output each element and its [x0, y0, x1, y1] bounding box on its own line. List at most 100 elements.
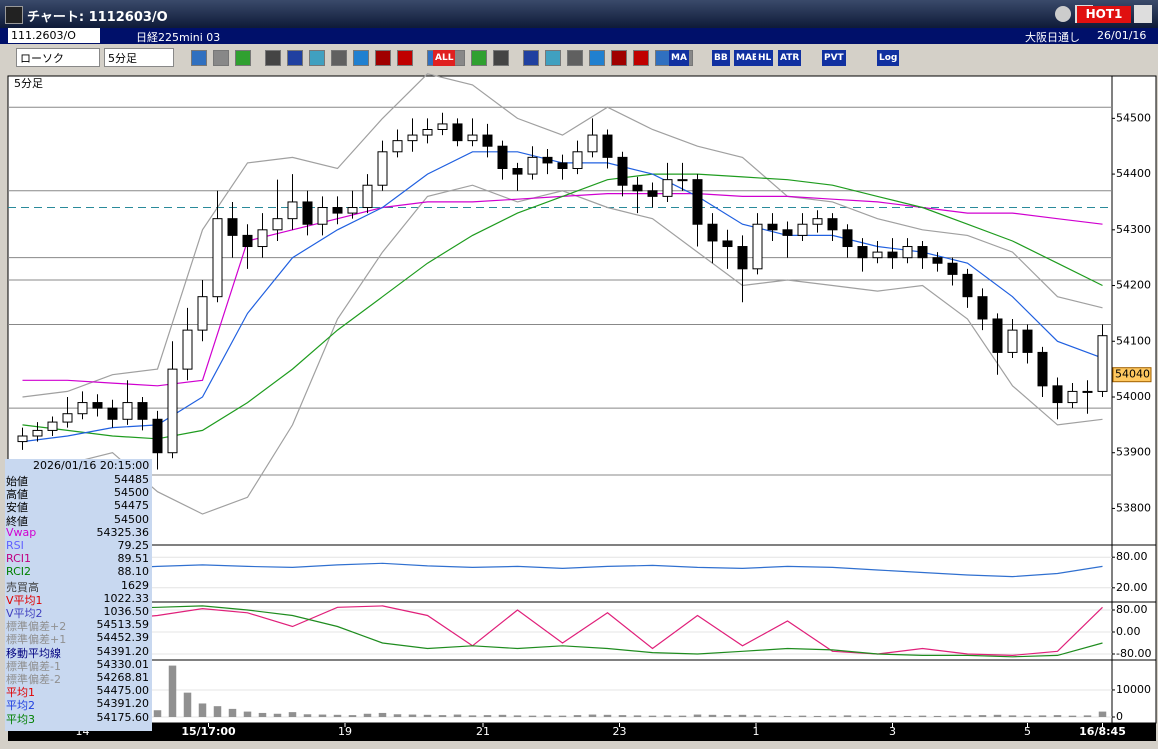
volume-bar: [288, 712, 297, 717]
volume-bar: [1098, 711, 1107, 717]
volume-bar: [1038, 715, 1047, 717]
toolbar-icon[interactable]: [545, 50, 561, 66]
toolbar-icon[interactable]: [471, 50, 487, 66]
info-value: 54268.81: [96, 671, 150, 684]
toolbar-icon[interactable]: [523, 50, 539, 66]
x-tick-label: 5: [1024, 725, 1031, 738]
toolbar-icon[interactable]: [589, 50, 605, 66]
toolbar-icon[interactable]: [191, 50, 207, 66]
toolbar-button[interactable]: PVT: [822, 50, 846, 66]
toolbar-button[interactable]: ALL: [433, 50, 456, 66]
toolbar-icon[interactable]: [493, 50, 509, 66]
y-tick-label: 53900: [1116, 446, 1151, 459]
candle-body: [842, 229, 853, 248]
candle-body: [137, 402, 148, 420]
volume-bar: [798, 715, 807, 717]
indicator-line: [22, 173, 1103, 440]
toolbar-icon[interactable]: [213, 50, 229, 66]
candle-body: [572, 151, 583, 170]
toolbar-icon[interactable]: [331, 50, 347, 66]
date: 26/01/16: [1097, 29, 1147, 42]
candle-body: [1082, 390, 1093, 393]
y-tick-label: 54200: [1116, 279, 1151, 292]
candle-body: [152, 418, 163, 454]
volume-bar: [243, 711, 252, 717]
candle-body: [602, 134, 613, 158]
volume-bar: [963, 715, 972, 717]
volume-bar: [858, 715, 867, 717]
interval-select[interactable]: 5分足: [104, 48, 174, 67]
toolbar-button[interactable]: HL: [756, 50, 774, 66]
volume-bar: [453, 714, 462, 717]
candle-body: [1007, 329, 1018, 353]
info-value: 79.25: [117, 539, 150, 552]
volume-bar: [483, 715, 492, 717]
candle-body: [212, 218, 223, 298]
toolbar-icon[interactable]: [567, 50, 583, 66]
candle-body: [1037, 351, 1048, 387]
y-tick-label: 0: [1116, 710, 1123, 723]
info-label: RCI2: [6, 565, 32, 579]
toolbar-button[interactable]: Log: [877, 50, 900, 66]
candle-body: [1022, 329, 1033, 353]
candle-body: [752, 223, 763, 270]
toolbar-icon[interactable]: [309, 50, 325, 66]
y-tick-label: 54400: [1116, 167, 1151, 180]
info-datetime: 2026/01/16 20:15:00: [33, 459, 150, 472]
info-label: 終値: [6, 514, 28, 528]
candle-body: [632, 184, 643, 192]
volume-bar: [378, 712, 387, 717]
volume-bar: [1008, 715, 1017, 717]
volume-bar: [753, 715, 762, 717]
candle-body: [872, 251, 883, 259]
candle-body: [827, 218, 838, 231]
indicator-line: [22, 73, 1103, 398]
toolbar-button[interactable]: MAE: [734, 50, 761, 66]
candle-body: [707, 223, 718, 242]
toolbar-icon[interactable]: [353, 50, 369, 66]
toolbar-icon[interactable]: [235, 50, 251, 66]
toolbar-button[interactable]: MA: [669, 50, 689, 66]
indicator-line: [22, 184, 1103, 515]
candle-body: [407, 134, 418, 142]
volume-bar: [918, 715, 927, 717]
info-label: RSI: [6, 539, 24, 552]
info-value: 54452.39: [96, 631, 150, 645]
info-value: 1629: [121, 578, 149, 592]
toolbar-icon[interactable]: [265, 50, 281, 66]
indicator-line: [22, 605, 1103, 657]
chart-type-select[interactable]: ローソク: [16, 48, 100, 67]
candle-body: [272, 218, 283, 231]
candle-body: [332, 207, 343, 214]
info-value: 54475.00: [96, 684, 150, 698]
volume-bar: [693, 714, 702, 717]
toolbar-icon[interactable]: [287, 50, 303, 66]
candle-body: [917, 246, 928, 259]
code-input[interactable]: 111.2603/O: [8, 28, 100, 43]
header-bar: 111.2603/O 日経225mini 03 大阪日通し 26/01/16: [0, 28, 1158, 44]
volume-bar: [633, 715, 642, 717]
candle-body: [887, 251, 898, 259]
candle-body: [692, 179, 703, 225]
volume-bar: [498, 714, 507, 717]
toolbar-icon[interactable]: [375, 50, 391, 66]
close-button[interactable]: [1134, 5, 1152, 23]
volume-bar: [393, 714, 402, 717]
candle-body: [557, 162, 568, 170]
toolbar-icon[interactable]: [397, 50, 413, 66]
candle-body: [677, 179, 688, 182]
volume-bar: [873, 715, 882, 717]
candle-body: [47, 421, 58, 431]
volume-bar: [948, 715, 957, 717]
hot-button[interactable]: HOT1: [1077, 6, 1131, 23]
help-button[interactable]: [1055, 6, 1071, 22]
volume-bar: [333, 714, 342, 717]
info-label: V平均1: [6, 593, 43, 607]
toolbar-button[interactable]: ATR: [778, 50, 802, 66]
toolbar-icon[interactable]: [633, 50, 649, 66]
candle-body: [1097, 335, 1108, 392]
y-tick-label: 0.00: [1116, 625, 1141, 638]
toolbar-button[interactable]: BB: [712, 50, 730, 66]
volume-bar: [978, 715, 987, 717]
toolbar-icon[interactable]: [611, 50, 627, 66]
